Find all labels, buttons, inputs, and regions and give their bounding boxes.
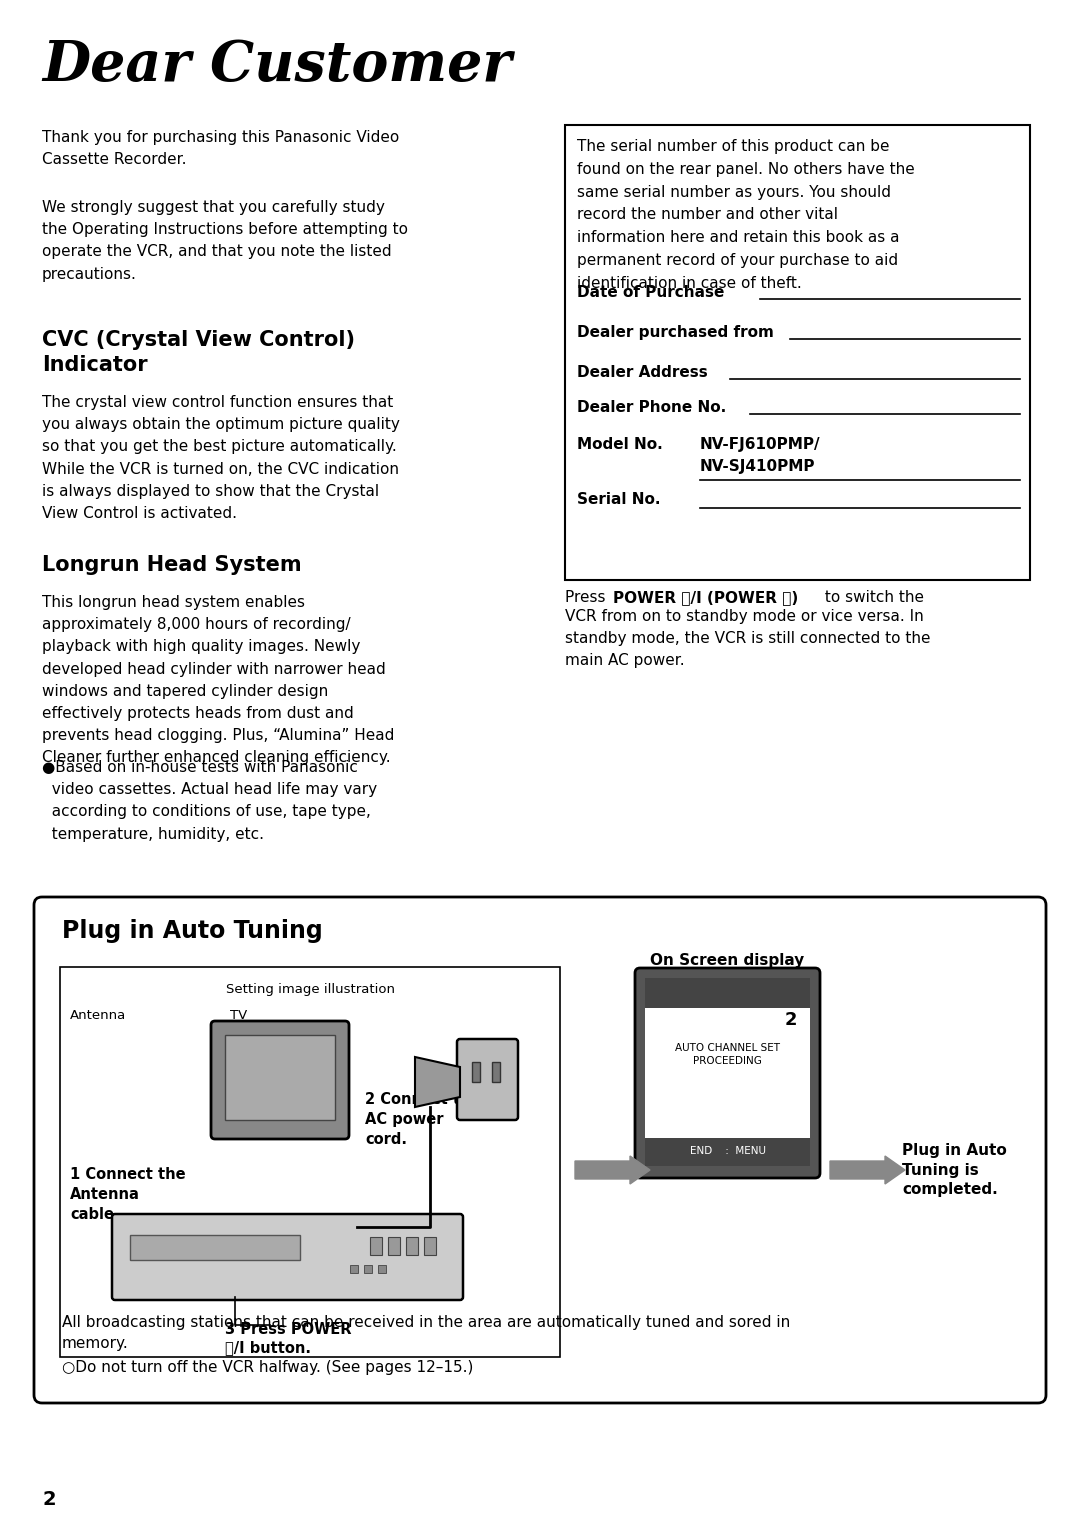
Polygon shape — [415, 1057, 460, 1107]
Text: VCR from on to standby mode or vice versa. In
standby mode, the VCR is still con: VCR from on to standby mode or vice vers… — [565, 609, 931, 668]
Text: This longrun head system enables
approximately 8,000 hours of recording/
playbac: This longrun head system enables approxi… — [42, 595, 394, 766]
Text: On Screen display: On Screen display — [650, 953, 805, 968]
Text: 2: 2 — [784, 1011, 797, 1029]
Text: 2: 2 — [42, 1489, 56, 1509]
Bar — [225, 1035, 335, 1121]
Text: ○Do not turn off the VCR halfway. (See pages 12–15.): ○Do not turn off the VCR halfway. (See p… — [62, 1359, 473, 1375]
FancyBboxPatch shape — [457, 1040, 518, 1121]
FancyBboxPatch shape — [112, 1214, 463, 1300]
Text: Plug in Auto Tuning: Plug in Auto Tuning — [62, 919, 323, 943]
Bar — [645, 1138, 810, 1167]
Text: All broadcasting stations that can be received in the area are automatically tun: All broadcasting stations that can be re… — [62, 1315, 791, 1352]
Text: The crystal view control function ensures that
you always obtain the optimum pic: The crystal view control function ensure… — [42, 394, 400, 521]
Text: Setting image illustration: Setting image illustration — [226, 983, 394, 995]
Bar — [388, 1237, 400, 1255]
FancyArrow shape — [575, 1156, 650, 1183]
Text: Dealer Address: Dealer Address — [577, 365, 707, 381]
Bar — [424, 1237, 436, 1255]
Bar — [645, 1008, 810, 1138]
Bar — [370, 1237, 382, 1255]
Bar — [350, 1264, 357, 1274]
Text: Serial No.: Serial No. — [577, 492, 661, 508]
Text: Model No.: Model No. — [577, 437, 663, 453]
Bar — [492, 1063, 500, 1083]
Text: Antenna: Antenna — [70, 1009, 126, 1021]
Text: POWER ⎻/I (POWER ⎻): POWER ⎻/I (POWER ⎻) — [613, 590, 798, 605]
Text: 3 Press POWER
⎻/I button.: 3 Press POWER ⎻/I button. — [225, 1323, 351, 1356]
Text: AUTO CHANNEL SET
PROCEEDING: AUTO CHANNEL SET PROCEEDING — [675, 1043, 780, 1066]
Text: Dealer Phone No.: Dealer Phone No. — [577, 401, 726, 414]
Text: The serial number of this product can be
found on the rear panel. No others have: The serial number of this product can be… — [577, 139, 915, 291]
Text: to switch the: to switch the — [820, 590, 924, 605]
Text: END    :  MENU: END : MENU — [689, 1147, 766, 1156]
Text: Dear Customer: Dear Customer — [42, 38, 512, 93]
Text: Date of Purchase: Date of Purchase — [577, 284, 725, 300]
Text: CVC (Crystal View Control)
Indicator: CVC (Crystal View Control) Indicator — [42, 330, 355, 375]
Bar — [472, 1063, 480, 1083]
Text: Thank you for purchasing this Panasonic Video
Cassette Recorder.: Thank you for purchasing this Panasonic … — [42, 130, 400, 167]
FancyBboxPatch shape — [635, 968, 820, 1177]
Bar — [364, 1264, 372, 1274]
Text: ●Based on in-house tests with Panasonic
  video cassettes. Actual head life may : ●Based on in-house tests with Panasonic … — [42, 760, 377, 841]
Text: Longrun Head System: Longrun Head System — [42, 555, 301, 575]
Text: NV-FJ610PMP/: NV-FJ610PMP/ — [700, 437, 821, 453]
Bar — [645, 979, 810, 1008]
Text: TV: TV — [230, 1009, 247, 1021]
Bar — [130, 1235, 300, 1260]
FancyBboxPatch shape — [211, 1021, 349, 1139]
Bar — [378, 1264, 386, 1274]
Bar — [406, 1237, 418, 1255]
Bar — [60, 966, 561, 1358]
FancyArrow shape — [831, 1156, 905, 1183]
Text: Press: Press — [565, 590, 610, 605]
FancyBboxPatch shape — [33, 898, 1047, 1404]
Text: 2 Connect the
AC power
cord.: 2 Connect the AC power cord. — [365, 1092, 481, 1147]
Text: NV-SJ410PMP: NV-SJ410PMP — [700, 459, 815, 474]
Text: Plug in Auto
Tuning is
completed.: Plug in Auto Tuning is completed. — [902, 1142, 1007, 1197]
Text: 1 Connect the
Antenna
cable.: 1 Connect the Antenna cable. — [70, 1167, 186, 1222]
Text: We strongly suggest that you carefully study
the Operating Instructions before a: We strongly suggest that you carefully s… — [42, 200, 408, 281]
Text: Dealer purchased from: Dealer purchased from — [577, 326, 774, 339]
Bar — [565, 125, 1030, 579]
